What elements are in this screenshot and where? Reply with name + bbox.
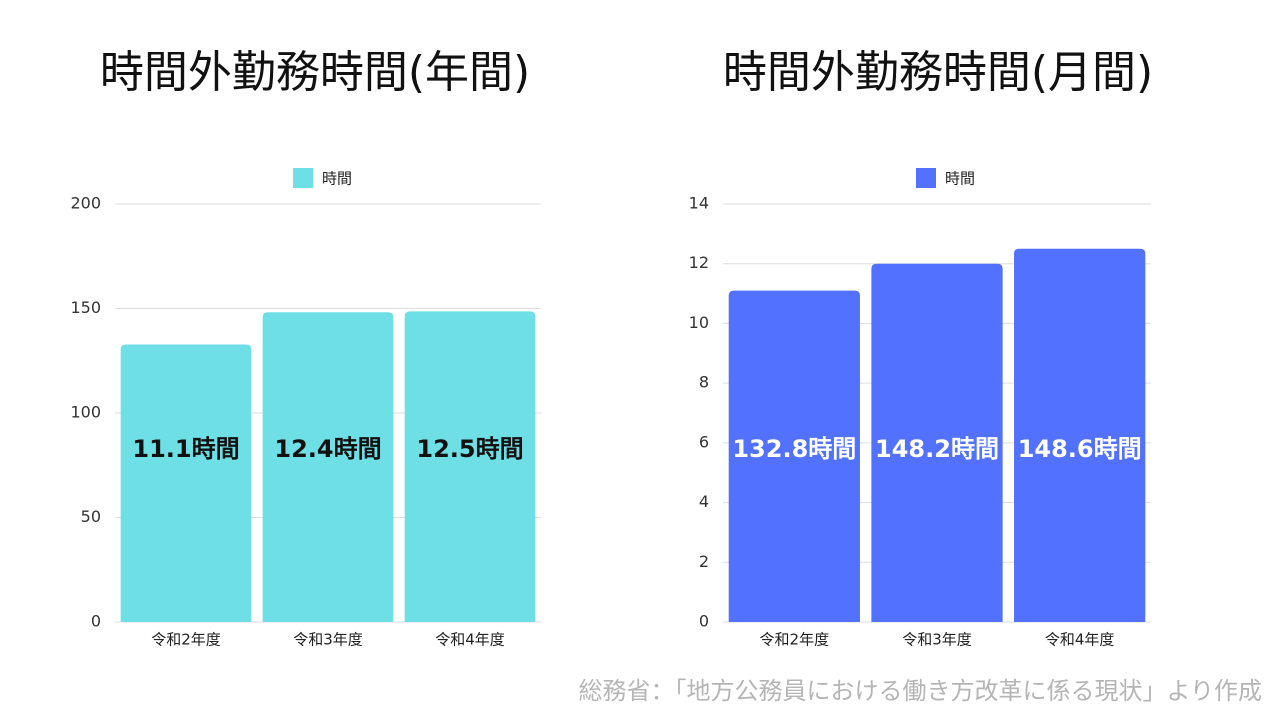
bar-annotation: 11.1時間 (132, 435, 239, 463)
bar (728, 290, 860, 622)
y-tick-label: 0 (91, 612, 101, 631)
chart-title: 時間外勤務時間(年間) (100, 47, 530, 98)
bar (120, 344, 252, 622)
bar-annotation: 148.2時間 (875, 435, 999, 463)
x-tick-label: 令和4年度 (1045, 631, 1115, 649)
bar-annotation: 12.4時間 (274, 435, 381, 463)
y-tick-label: 14 (689, 194, 709, 213)
y-tick-label: 50 (81, 507, 101, 526)
x-tick-label: 令和3年度 (902, 631, 972, 649)
x-tick-label: 令和2年度 (760, 631, 830, 649)
bar-annotation: 12.5時間 (416, 435, 523, 463)
bar (404, 311, 536, 622)
x-tick-label: 令和4年度 (435, 631, 505, 649)
bar (262, 312, 394, 622)
bar-annotation: 148.6時間 (1018, 435, 1142, 463)
legend-label: 時間 (945, 170, 975, 188)
legend-label: 時間 (322, 170, 352, 188)
y-tick-label: 12 (689, 253, 709, 272)
y-tick-label: 100 (70, 403, 101, 422)
x-tick-label: 令和3年度 (293, 631, 363, 649)
y-tick-label: 8 (699, 373, 709, 392)
legend-swatch (916, 168, 936, 188)
y-tick-label: 200 (70, 194, 101, 213)
x-tick-label: 令和2年度 (151, 631, 221, 649)
y-tick-label: 2 (699, 552, 709, 571)
y-tick-label: 4 (699, 492, 709, 511)
bar (1014, 248, 1146, 623)
chart-title: 時間外勤務時間(月間) (723, 47, 1153, 98)
y-tick-label: 0 (699, 612, 709, 631)
y-tick-label: 150 (70, 298, 101, 317)
legend-swatch (293, 168, 313, 188)
source-note: 総務省：「地方公務員における働き方改革に係る現状」より作成 (578, 677, 1262, 705)
bar (871, 263, 1003, 622)
y-tick-label: 6 (699, 432, 709, 451)
bar-annotation: 132.8時間 (732, 435, 856, 463)
y-tick-label: 10 (689, 313, 709, 332)
